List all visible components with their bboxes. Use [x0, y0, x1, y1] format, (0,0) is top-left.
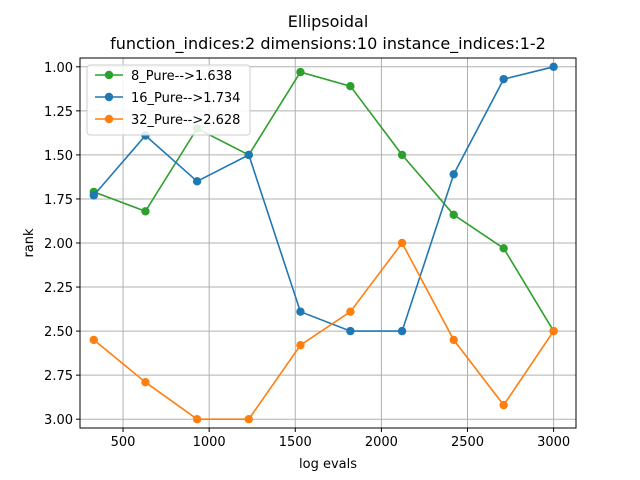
legend-box — [86, 64, 251, 136]
legend-marker — [104, 70, 114, 80]
data-point — [449, 210, 458, 220]
series-line — [93, 66, 554, 332]
x-axis-ticks: 500 1000 1500 2000 2500 3000 — [111, 428, 570, 450]
legend-label: 8_Pure-->1.638 — [131, 69, 232, 84]
data-point — [346, 307, 355, 316]
data-point — [499, 400, 508, 410]
y-tick-label: 2.75 — [44, 369, 73, 384]
legend-marker — [104, 114, 114, 124]
legend-label: 32_Pure-->2.628 — [131, 113, 240, 128]
data-point — [346, 81, 355, 91]
x-tick-label: 3000 — [537, 435, 570, 450]
y-tick-label: 2.25 — [44, 281, 73, 296]
data-point — [499, 74, 508, 84]
x-tick-label: 1000 — [193, 435, 226, 450]
data-point — [244, 150, 253, 160]
data-point — [549, 326, 558, 336]
y-tick-label: 1.00 — [44, 61, 73, 76]
data-point — [499, 244, 508, 253]
x-tick-label: 500 — [111, 435, 136, 450]
x-axis-label: log evals — [299, 457, 357, 472]
y-tick-label: 2.00 — [44, 237, 73, 252]
data-series — [89, 62, 558, 424]
series-line — [93, 241, 555, 421]
legend-item: 8_Pure-->1.638 — [95, 69, 232, 84]
legend-marker — [104, 92, 114, 102]
series-3 — [89, 238, 558, 424]
series-2 — [89, 62, 558, 336]
data-point — [296, 67, 305, 77]
data-point — [296, 340, 305, 350]
legend-item: 16_Pure-->1.734 — [95, 91, 240, 106]
data-point — [89, 335, 98, 345]
chart-subtitle: function_indices:2 dimensions:10 instanc… — [110, 34, 546, 54]
data-point — [244, 414, 253, 424]
x-tick-label: 2500 — [451, 435, 484, 450]
data-point — [296, 307, 305, 316]
plot-frame — [79, 57, 577, 429]
data-point — [89, 191, 98, 200]
y-tick-label: 1.50 — [44, 149, 73, 164]
data-point — [449, 170, 458, 179]
y-tick-label: 1.25 — [44, 105, 73, 120]
x-tick-label: 1500 — [279, 435, 312, 450]
y-tick-label: 1.75 — [44, 193, 73, 208]
data-point — [141, 377, 150, 387]
legend: 8_Pure-->1.638 16_Pure-->1.734 32_Pure-->2… — [86, 64, 251, 136]
series-line — [93, 71, 555, 332]
data-point — [549, 62, 558, 72]
data-point — [192, 177, 202, 186]
legend-item: 32_Pure-->2.628 — [95, 113, 240, 128]
data-point — [141, 207, 150, 216]
legend-label: 16_Pure-->1.734 — [131, 91, 240, 106]
data-point — [346, 326, 355, 336]
data-point — [449, 335, 458, 345]
x-tick-label: 2000 — [365, 435, 398, 450]
y-axis-label: rank — [22, 228, 37, 258]
data-point — [397, 326, 407, 336]
data-point — [192, 414, 202, 424]
y-tick-label: 3.00 — [44, 413, 73, 428]
y-tick-label: 2.50 — [44, 325, 73, 340]
data-point — [397, 238, 407, 248]
data-point — [397, 150, 407, 160]
y-axis-ticks: 1.00 1.25 1.50 1.75 2.00 2.25 2.50 2.75 3.00 — [44, 61, 80, 428]
chart-title: Ellipsoidal — [288, 12, 369, 31]
